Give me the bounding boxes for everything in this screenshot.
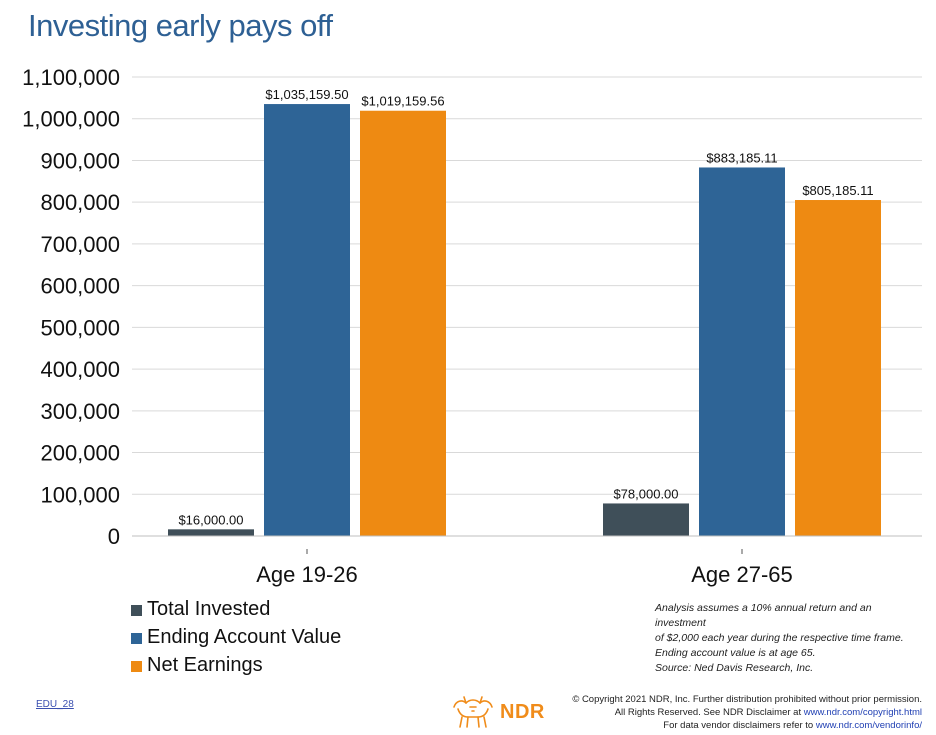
gridlines [132,76,922,537]
copyright-link[interactable]: www.ndr.com/copyright.html [803,707,922,718]
page-title: Investing early pays off [28,8,333,43]
y-tick-label: 0 [108,524,120,549]
legend-swatch [131,661,142,672]
legend-swatch [131,633,142,644]
bar-ending-account-value [264,104,350,536]
legend-label: Ending Account Value [147,625,342,648]
bar-ending-account-value [699,167,785,536]
data-label: $78,000.00 [613,486,678,501]
edu-code-link[interactable]: EDU_28 [36,699,74,710]
copyright-line: © Copyright 2021 NDR, Inc. Further distr… [572,694,922,705]
legend-swatch [131,605,142,616]
bars: $16,000.00 $1,035,159.50 $1,019,159.56 $78,… [168,87,881,536]
x-axis: Age 19-26 Age 27-65 [132,535,922,587]
analysis-note: Analysis assumes a 10% annual return and… [655,601,925,676]
legend: Total Invested Ending Account Value Net … [131,595,341,679]
x-tick-label: Age 27-65 [691,562,793,587]
legend-item-net-earnings: Net Earnings [131,651,341,679]
data-label: $16,000.00 [178,512,243,527]
y-tick-label: 200,000 [40,441,120,466]
y-tick-label: 800,000 [40,190,120,215]
note-line: Ending account value is at age 65. [655,647,816,659]
y-tick-label: 700,000 [40,232,120,257]
bull-bear-icon [453,696,493,728]
bar-total-invested [603,503,689,536]
y-tick-label: 600,000 [40,274,120,299]
data-label: $1,019,159.56 [361,94,444,109]
copyright-line: For data vendor disclaimers refer to www… [572,719,922,732]
bar-net-earnings [795,200,881,536]
copyright: © Copyright 2021 NDR, Inc. Further distr… [572,693,922,732]
y-tick-label: 100,000 [40,482,120,507]
data-label: $1,035,159.50 [265,87,348,102]
data-label: $883,185.11 [706,150,777,165]
copyright-text: All Rights Reserved. See NDR Disclaimer … [614,707,804,718]
note-line: of $2,000 each year during the respectiv… [655,632,904,644]
legend-label: Net Earnings [147,653,263,676]
y-tick-label: 1,100,000 [22,65,120,90]
legend-item-ending-account-value: Ending Account Value [131,623,341,651]
legend-item-total-invested: Total Invested [131,595,341,623]
ndr-logo: NDR [450,693,545,731]
y-tick-label: 1,000,000 [22,107,120,132]
vendor-info-link[interactable]: www.ndr.com/vendorinfo/ [815,720,922,731]
vendor-text: For data vendor disclaimers refer to [663,720,816,731]
y-tick-label: 900,000 [40,148,120,173]
bar-chart: 0 100,000 200,000 300,000 400,000 500,000 600,… [22,65,922,587]
copyright-line: All Rights Reserved. See NDR Disclaimer … [572,706,922,719]
y-axis: 0 100,000 200,000 300,000 400,000 500,000 600,… [22,65,120,549]
data-label: $805,185.11 [802,183,873,198]
y-tick-label: 400,000 [40,357,120,382]
bar-total-invested [168,529,254,536]
note-line: Analysis assumes a 10% annual return and… [655,602,872,629]
y-tick-label: 300,000 [40,399,120,424]
logo-text: NDR [500,700,545,723]
bar-net-earnings [360,110,446,536]
note-line: Source: Ned Davis Research, Inc. [655,662,814,674]
y-tick-label: 500,000 [40,315,120,340]
legend-label: Total Invested [147,597,271,620]
x-tick-label: Age 19-26 [256,562,358,587]
